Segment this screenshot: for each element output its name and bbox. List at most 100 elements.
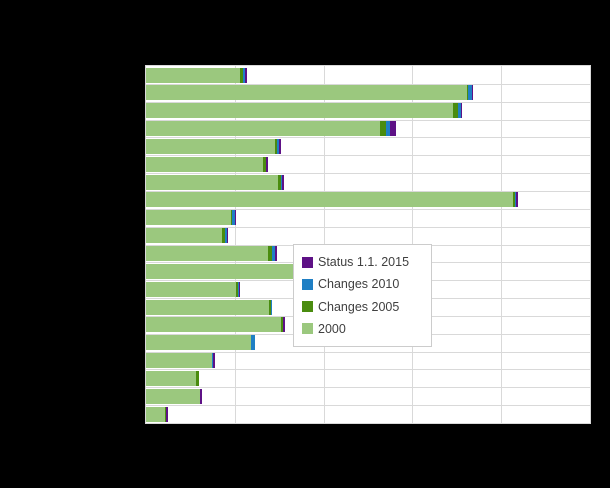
y-gridline (146, 84, 590, 85)
bar-segment-2000 (146, 263, 306, 279)
bar-row (146, 281, 241, 297)
bar-segment-2000 (146, 210, 231, 226)
bar-segment-2000 (146, 156, 264, 172)
legend-swatch-icon (302, 278, 313, 290)
bar-segment-status-1-1-2015 (226, 228, 228, 244)
y-gridline (146, 102, 590, 103)
legend-swatch-icon (302, 301, 313, 313)
y-gridline (146, 191, 590, 192)
bar-segment-changes-2010 (237, 281, 239, 297)
bar-row (146, 174, 285, 190)
bar-segment-changes-2005 (278, 174, 282, 190)
bar-segment-status-1-1-2015 (265, 156, 268, 172)
title-area (0, 0, 610, 65)
bar-segment-changes-2005 (195, 370, 199, 386)
bar-segment-changes-2010 (457, 103, 461, 119)
y-gridline (146, 387, 590, 388)
bar-segment-2000 (146, 353, 212, 369)
bar-segment-2000 (146, 103, 453, 119)
bar-segment-2000 (146, 138, 276, 154)
bar-segment-status-1-1-2015 (212, 353, 215, 369)
y-gridline (146, 155, 590, 156)
bar-segment-changes-2005 (379, 121, 386, 137)
bar-segment-changes-2005 (281, 317, 284, 333)
bar-segment-2000 (146, 228, 222, 244)
bar-row (146, 156, 268, 172)
y-gridline (146, 120, 590, 121)
bar-segment-changes-2005 (230, 210, 232, 226)
bar-row (146, 370, 199, 386)
bar-segment-status-1-1-2015 (516, 192, 519, 208)
bar-segment-changes-2005 (513, 192, 516, 208)
legend-swatch-icon (302, 256, 313, 268)
bar-row (146, 263, 312, 279)
bar-segment-status-1-1-2015 (283, 317, 286, 333)
bar-segment-changes-2005 (221, 228, 225, 244)
legend-item[interactable]: Changes 2005 (302, 300, 423, 314)
bar-segment-2000 (146, 85, 467, 101)
bar-segment-2000 (146, 174, 279, 190)
legend-swatch-icon (302, 323, 313, 335)
bar-segment-status-1-1-2015 (234, 210, 236, 226)
bar-segment-changes-2010 (467, 85, 472, 101)
bar-segment-changes-2005 (263, 156, 266, 172)
bar-segment-changes-2005 (466, 85, 468, 101)
bar-segment-2000 (146, 246, 269, 261)
bar-row (146, 192, 519, 208)
bar-row (146, 388, 202, 404)
bar-row (146, 67, 247, 83)
bar-segment-status-1-1-2015 (282, 174, 285, 190)
bar-segment-status-1-1-2015 (460, 103, 462, 119)
bar-segment-changes-2010 (515, 192, 517, 208)
bar-segment-status-1-1-2015 (279, 138, 282, 154)
bar-row (146, 228, 228, 244)
bar-segment-changes-2010 (385, 121, 390, 137)
bar-segment-2000 (146, 388, 200, 404)
bar-row (146, 121, 396, 137)
bar-row (146, 246, 278, 261)
bar-segment-changes-2005 (275, 138, 278, 154)
y-gridline (146, 173, 590, 174)
bar-segment-changes-2010 (270, 299, 273, 315)
y-gridline (146, 369, 590, 370)
bar-segment-status-1-1-2015 (389, 121, 396, 137)
bar-segment-status-1-1-2015 (471, 85, 474, 101)
legend-label: 2000 (318, 321, 346, 336)
bar-row (146, 138, 282, 154)
x-gridline (235, 66, 236, 423)
legend-item[interactable]: 2000 (302, 322, 423, 336)
bar-segment-changes-2010 (281, 174, 283, 190)
legend-label: Status 1.1. 2015 (318, 255, 410, 270)
x-gridline (501, 66, 502, 423)
bar-segment-changes-2010 (242, 67, 245, 83)
y-gridline (146, 209, 590, 210)
bar-segment-changes-2010 (272, 246, 276, 261)
y-gridline (146, 405, 590, 406)
bar-segment-2000 (146, 281, 236, 297)
bar-row (146, 103, 462, 119)
bar-segment-2000 (146, 317, 282, 333)
bar-row (146, 299, 273, 315)
bar-segment-status-1-1-2015 (238, 281, 241, 297)
bar-row (146, 353, 215, 369)
bar-segment-2000 (146, 67, 240, 83)
bar-segment-2000 (146, 192, 514, 208)
bar-segment-changes-2005 (235, 281, 238, 297)
legend-label: Changes 2010 (318, 277, 400, 292)
bar-segment-status-1-1-2015 (244, 67, 247, 83)
bar-row (146, 406, 168, 422)
legend: Status 1.1. 2015 Changes 2010 Changes 2005… (293, 244, 432, 347)
y-gridline (146, 227, 590, 228)
bar-segment-changes-2005 (268, 246, 273, 261)
bar-segment-status-1-1-2015 (275, 246, 278, 261)
legend-label: Changes 2005 (318, 299, 400, 314)
bar-segment-changes-2005 (452, 103, 458, 119)
bar-segment-2000 (146, 370, 196, 386)
bar-segment-2000 (146, 121, 380, 137)
legend-item[interactable]: Changes 2010 (302, 277, 423, 291)
legend-item[interactable]: Status 1.1. 2015 (302, 255, 423, 269)
bar-segment-changes-2010 (211, 353, 213, 369)
bar-row (146, 335, 256, 351)
bar-segment-changes-2010 (277, 138, 280, 154)
